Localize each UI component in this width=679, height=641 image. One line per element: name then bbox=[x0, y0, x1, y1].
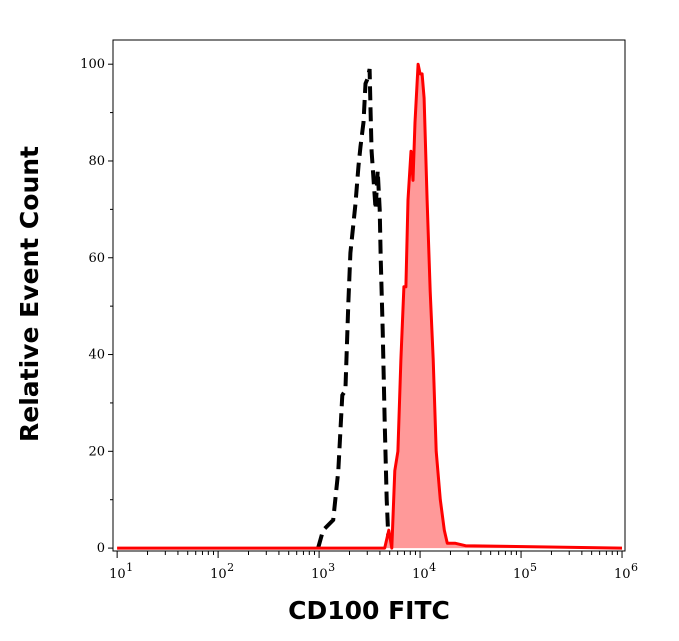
y-axis-label: Relative Event Count bbox=[15, 146, 44, 442]
x-tick-label-base: 10 bbox=[109, 567, 126, 582]
y-tick-label: 20 bbox=[88, 444, 105, 459]
y-tick-label: 60 bbox=[88, 251, 105, 266]
x-tick-label-exponent: 5 bbox=[530, 561, 537, 574]
x-tick-label-base: 10 bbox=[513, 567, 530, 582]
x-tick-label-exponent: 3 bbox=[328, 561, 335, 574]
x-tick-label-base: 10 bbox=[614, 567, 631, 582]
x-axis-label: CD100 FITC bbox=[288, 596, 450, 625]
x-tick-label-exponent: 4 bbox=[429, 561, 436, 574]
y-tick-label: 40 bbox=[88, 348, 105, 363]
positive-histogram-line bbox=[117, 62, 623, 550]
x-tick-label-exponent: 2 bbox=[227, 561, 234, 574]
y-tick-label: 0 bbox=[97, 541, 105, 556]
x-tick-label-exponent: 6 bbox=[631, 561, 638, 574]
x-tick-label-exponent: 1 bbox=[126, 561, 133, 574]
plot-frame bbox=[112, 39, 626, 552]
y-tick-label: 80 bbox=[88, 154, 105, 169]
x-tick-label-base: 10 bbox=[311, 567, 328, 582]
x-tick-label-base: 10 bbox=[210, 567, 227, 582]
x-tick-label-base: 10 bbox=[412, 567, 429, 582]
isotype-control-line bbox=[316, 68, 391, 549]
y-tick-label: 100 bbox=[80, 57, 105, 72]
